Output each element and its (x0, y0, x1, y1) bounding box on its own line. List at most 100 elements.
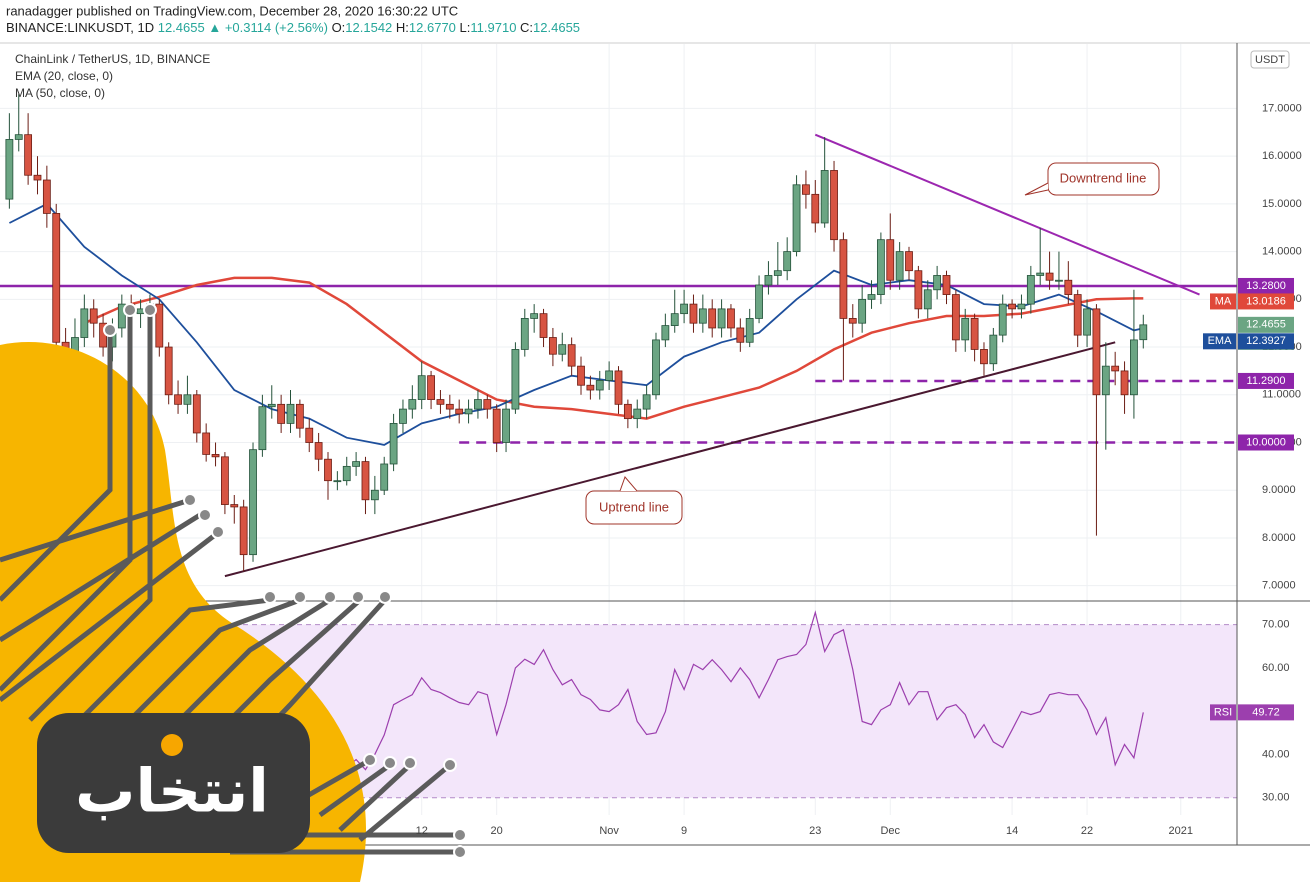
legend-ema: EMA (20, close, 0) (15, 69, 113, 83)
candle-body (5, 139, 14, 200)
candle-body (399, 408, 407, 424)
candle-body (427, 375, 435, 400)
candle-body (474, 399, 482, 410)
candle-body (1101, 365, 1110, 396)
candle-body (577, 365, 585, 386)
symbol: BINANCE:LINKUSDT, 1D (6, 20, 154, 35)
candle-body (1045, 272, 1054, 281)
y-tick-label: 7.0000 (1262, 580, 1296, 592)
ema-tag-key-box (1203, 333, 1236, 350)
candle-body (192, 394, 201, 434)
candle-body (614, 370, 623, 405)
price-tag-box (1238, 316, 1294, 333)
candle-body (820, 170, 829, 224)
candle-body (989, 334, 998, 365)
logo-text: انتخاب (75, 757, 269, 827)
candle-body (258, 406, 267, 451)
rsi-tick-label: 30.00 (1262, 792, 1290, 804)
level-tag-box (1238, 372, 1294, 389)
candle-body (623, 403, 632, 420)
candle-body (802, 184, 810, 195)
x-tick-label: 9 (681, 825, 687, 837)
candle-body (661, 325, 670, 341)
candle-body (14, 134, 23, 140)
level-tag-box (1238, 434, 1294, 451)
candle-body (951, 294, 960, 341)
x-tick-label: Dec (880, 825, 900, 837)
low-value: 11.9710 (470, 20, 516, 35)
candle-body (1130, 339, 1138, 396)
y-tick-label: 16.0000 (1262, 150, 1302, 162)
candle-body (830, 170, 838, 241)
candle-body (520, 318, 529, 350)
ema-tag-key: EMA (1208, 335, 1233, 347)
candle-body (839, 239, 848, 319)
candle-body (455, 408, 464, 415)
candle-body (370, 489, 379, 501)
rsi-tick-label: 70.00 (1262, 619, 1290, 631)
candle-body (736, 327, 745, 343)
candle-body (923, 289, 932, 310)
candle-body (539, 313, 548, 338)
candle-body (155, 303, 164, 348)
candle-body (33, 174, 42, 181)
candle-body (680, 303, 688, 315)
candle-body (858, 298, 867, 324)
candle-body (970, 318, 979, 350)
legend-symbol: ChainLink / TetherUS, 1D, BINANCE (15, 52, 210, 66)
candle-body (792, 184, 801, 253)
open-key: O: (332, 20, 346, 35)
candle-body (689, 303, 698, 324)
ema-tag: 12.3927 (1246, 335, 1286, 347)
candle-body (1055, 279, 1063, 282)
last-price: 12.4655 (158, 20, 205, 35)
candle-body (755, 284, 763, 319)
rsi-tag: 49.72 (1252, 706, 1280, 718)
candle-body (1064, 279, 1073, 295)
rsi-tick-label: 40.00 (1262, 748, 1290, 760)
close-value: 12.4655 (533, 20, 580, 35)
x-tick-label: 23 (809, 825, 821, 837)
logo-plate (37, 713, 310, 853)
x-tick-label: 12 (416, 825, 428, 837)
y-tick-label: 14.0000 (1262, 246, 1302, 258)
annotation-pointer (1024, 182, 1049, 196)
candle-body (783, 251, 792, 272)
candle-body (42, 179, 51, 214)
candle-body (867, 294, 876, 300)
candle-body (183, 394, 192, 405)
ma-tag-box (1238, 293, 1294, 310)
candle-body (239, 506, 248, 556)
candle-body (502, 408, 510, 443)
price-tag: 12.4655 (1246, 319, 1286, 331)
y-tick-label: 11.0000 (1262, 389, 1301, 401)
x-tick-label: Nov (599, 825, 619, 837)
candle-body (295, 403, 304, 429)
candle-body (998, 303, 1007, 336)
ma-tag: 13.0186 (1246, 295, 1286, 307)
y-tick-label: 15.0000 (1262, 198, 1302, 210)
candle-body (914, 270, 923, 310)
candle-body (530, 313, 539, 319)
level-tag: 13.2800 (1246, 280, 1286, 292)
candle-body (1111, 365, 1120, 372)
publish-info: ranadagger published on TradingView.com,… (6, 3, 458, 18)
high-key: H: (396, 20, 409, 35)
candle-body (876, 239, 885, 295)
candle-body (352, 461, 361, 467)
candle-body (89, 308, 98, 324)
candle-body (80, 308, 89, 338)
candle-body (324, 458, 332, 482)
candle-body (717, 308, 726, 329)
ma-tag-key: MA (1215, 295, 1232, 307)
candle-body (492, 408, 501, 443)
candle-body (117, 303, 126, 329)
candle-body (670, 313, 679, 326)
trendline (224, 341, 1116, 578)
candle-body (980, 349, 988, 365)
candle-body (389, 423, 398, 465)
y-tick-label: 17.0000 (1262, 102, 1302, 114)
candle-body (230, 504, 239, 508)
open-value: 12.1542 (345, 20, 392, 35)
